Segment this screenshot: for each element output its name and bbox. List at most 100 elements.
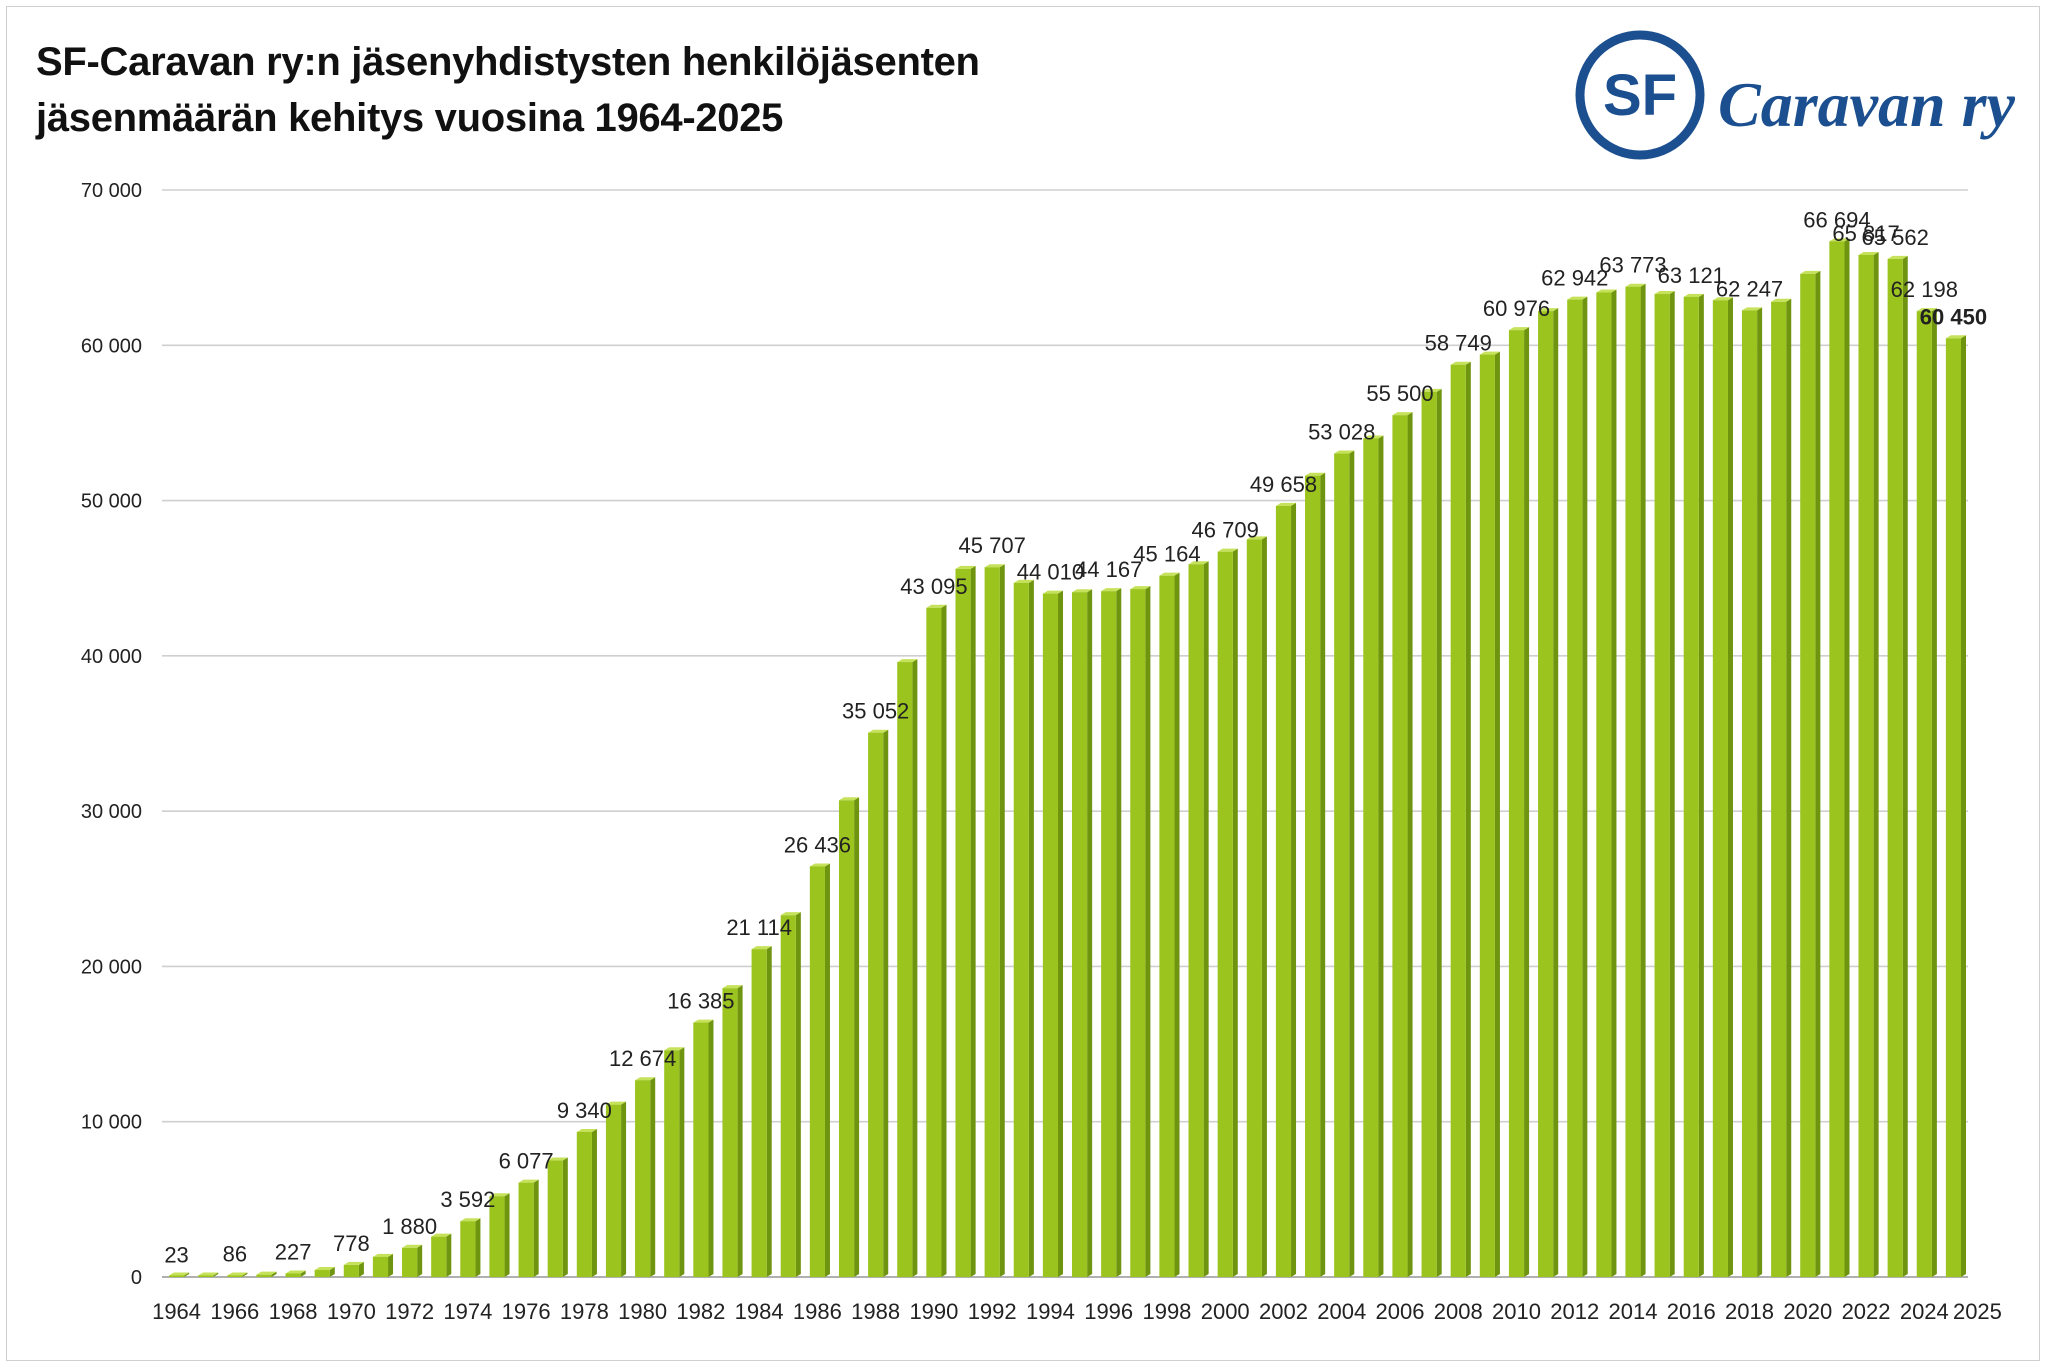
bar-front-2009 xyxy=(1479,354,1495,1277)
bar-top-2018 xyxy=(1741,307,1763,311)
bar-top-2008 xyxy=(1450,361,1471,365)
bar-side-1984 xyxy=(766,946,772,1277)
data-label-1978: 9 340 xyxy=(557,1098,612,1123)
bar-1986 xyxy=(809,863,830,1277)
bar-1991 xyxy=(955,565,976,1277)
bar-1984 xyxy=(751,946,772,1277)
bar-top-1968 xyxy=(285,1270,306,1274)
data-label-2006: 55 500 xyxy=(1366,381,1433,406)
bar-top-1970 xyxy=(343,1261,364,1265)
bar-front-1998 xyxy=(1159,575,1175,1277)
chart-title: SF-Caravan ry:n jäsenyhdistysten henkilö… xyxy=(36,34,980,146)
bar-top-1974 xyxy=(460,1218,481,1222)
bar-side-1995 xyxy=(1087,589,1093,1277)
bar-top-1996 xyxy=(1101,588,1122,592)
bar-top-2020 xyxy=(1800,270,1821,274)
y-tick-label-20000: 20 000 xyxy=(81,956,142,978)
x-tick-label-2012: 2012 xyxy=(1550,1299,1599,1324)
x-tick-label-1992: 1992 xyxy=(968,1299,1017,1324)
bar-top-1994 xyxy=(1042,590,1064,594)
y-tick-label-0: 0 xyxy=(131,1267,142,1289)
bar-top-1985 xyxy=(780,912,801,916)
x-tick-label-2016: 2016 xyxy=(1667,1299,1716,1324)
bar-2014 xyxy=(1625,283,1646,1277)
bar-top-2017 xyxy=(1712,297,1733,301)
bar-top-1971 xyxy=(372,1253,394,1257)
data-label-2022: 65 817 xyxy=(1832,221,1899,246)
bar-top-1966 xyxy=(227,1272,248,1276)
bar-top-1969 xyxy=(314,1267,335,1271)
bar-side-1965 xyxy=(213,1272,219,1277)
bar-front-1967 xyxy=(256,1274,272,1277)
bar-front-2023 xyxy=(1887,258,1903,1278)
bar-1981 xyxy=(664,1047,685,1277)
bar-2013 xyxy=(1596,289,1617,1277)
x-tick-label-2002: 2002 xyxy=(1259,1299,1308,1324)
x-tick-label-2006: 2006 xyxy=(1376,1299,1425,1324)
sf-caravan-logo: SF Caravan ry xyxy=(1575,30,2016,160)
bar-side-1973 xyxy=(446,1233,452,1277)
x-tick-label-2010: 2010 xyxy=(1492,1299,1541,1324)
bar-2020 xyxy=(1800,270,1821,1278)
bar-front-2003 xyxy=(1305,475,1321,1277)
bar-1979 xyxy=(605,1101,627,1277)
bar-front-2004 xyxy=(1334,453,1350,1277)
y-tick-label-60000: 60 000 xyxy=(81,335,142,357)
bar-side-2001 xyxy=(1261,536,1267,1277)
bar-side-1972 xyxy=(417,1244,423,1277)
bar-top-1975 xyxy=(489,1193,510,1197)
bar-side-2009 xyxy=(1494,351,1500,1277)
x-tick-label-1982: 1982 xyxy=(676,1299,725,1324)
x-tick-label-2000: 2000 xyxy=(1201,1299,1250,1324)
bar-2004 xyxy=(1334,450,1355,1277)
bar-1996 xyxy=(1101,588,1122,1277)
bar-top-1977 xyxy=(547,1157,568,1161)
bar-1998 xyxy=(1159,572,1180,1277)
title-line-2: jäsenmäärän kehitys vuosina 1964-2025 xyxy=(36,96,784,140)
bar-top-2012 xyxy=(1567,296,1588,300)
bar-side-1980 xyxy=(650,1077,656,1277)
x-tick-label-1974: 1974 xyxy=(443,1299,492,1324)
bar-front-2010 xyxy=(1508,330,1525,1277)
x-tick-label-1964: 1964 xyxy=(152,1299,201,1324)
bar-side-1968 xyxy=(300,1270,306,1277)
bar-1999 xyxy=(1188,561,1209,1277)
bar-side-2002 xyxy=(1291,502,1297,1277)
bar-front-2020 xyxy=(1800,273,1816,1278)
bar-side-2013 xyxy=(1611,289,1617,1277)
bar-side-1990 xyxy=(941,604,947,1277)
bar-1987 xyxy=(838,797,860,1277)
bar-2011 xyxy=(1538,308,1559,1277)
bar-1983 xyxy=(722,985,743,1277)
bar-top-2005 xyxy=(1363,435,1384,439)
x-tick-label-1998: 1998 xyxy=(1142,1299,1191,1324)
bar-1975 xyxy=(489,1193,510,1277)
bar-top-2015 xyxy=(1654,291,1675,295)
bar-side-1997 xyxy=(1145,586,1151,1277)
bar-front-1966 xyxy=(227,1275,243,1277)
bar-top-2024 xyxy=(1916,308,1937,312)
bar-top-1981 xyxy=(664,1047,685,1051)
bar-1970 xyxy=(343,1261,364,1277)
bar-front-1991 xyxy=(955,568,971,1277)
bar-2018 xyxy=(1741,307,1763,1277)
bar-2019 xyxy=(1771,298,1792,1277)
data-label-1998: 45 164 xyxy=(1133,542,1200,567)
bar-front-1999 xyxy=(1188,564,1204,1277)
x-tick-label-1976: 1976 xyxy=(502,1299,551,1324)
bar-1993 xyxy=(1013,579,1034,1277)
bar-top-2009 xyxy=(1479,351,1500,355)
bar-front-1965 xyxy=(198,1275,214,1277)
data-label-1988: 35 052 xyxy=(842,699,909,724)
bar-side-2005 xyxy=(1378,435,1384,1277)
data-label-2010: 60 976 xyxy=(1483,296,1550,321)
x-tick-label-1972: 1972 xyxy=(385,1299,434,1324)
bar-top-2023 xyxy=(1887,255,1908,259)
bar-front-1992 xyxy=(984,567,1000,1277)
bar-top-2001 xyxy=(1246,536,1267,540)
data-label-2000: 46 709 xyxy=(1192,518,1259,543)
bar-side-2006 xyxy=(1407,412,1413,1277)
bar-side-1994 xyxy=(1058,590,1064,1277)
data-label-1994: 44 010 xyxy=(1017,560,1084,585)
